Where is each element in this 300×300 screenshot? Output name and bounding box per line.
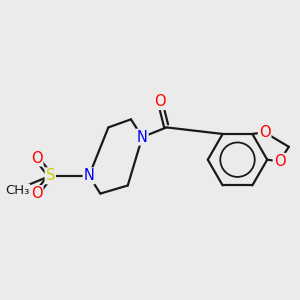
Text: O: O bbox=[31, 151, 43, 166]
Text: CH₃: CH₃ bbox=[5, 184, 29, 197]
Text: S: S bbox=[46, 168, 55, 183]
Text: N: N bbox=[84, 168, 94, 183]
Text: O: O bbox=[31, 186, 43, 201]
Text: O: O bbox=[259, 125, 270, 140]
Text: N: N bbox=[137, 130, 148, 145]
Text: O: O bbox=[274, 154, 285, 169]
Text: O: O bbox=[154, 94, 166, 109]
